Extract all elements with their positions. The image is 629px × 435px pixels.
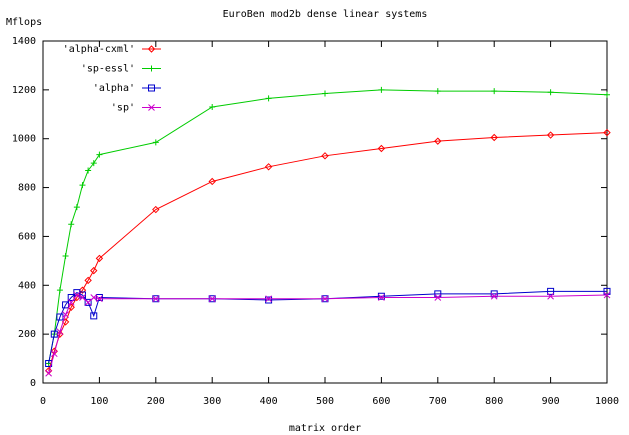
- chart-title: EuroBen mod2b dense linear systems: [223, 9, 428, 20]
- x-tick-label: 800: [485, 396, 503, 407]
- x-tick-label: 1000: [595, 396, 619, 407]
- data-point: [95, 254, 104, 263]
- data-point: [45, 359, 53, 367]
- y-tick-label: 1000: [12, 134, 36, 145]
- x-tick-label: 0: [40, 396, 46, 407]
- series-line: [48, 132, 608, 371]
- data-point: [321, 295, 329, 303]
- data-point: [90, 160, 97, 167]
- data-point: [56, 287, 63, 294]
- data-point: [62, 311, 69, 318]
- data-point: [96, 295, 103, 303]
- data-point: [265, 95, 272, 102]
- data-point: [321, 152, 329, 160]
- data-point: [96, 151, 103, 158]
- data-point: [434, 137, 442, 145]
- data-point: [490, 292, 498, 300]
- data-point: [84, 299, 92, 306]
- x-tick-label: 200: [147, 396, 165, 407]
- x-tick-label: 100: [90, 396, 108, 407]
- data-point: [378, 86, 385, 93]
- data-point: [79, 294, 86, 301]
- data-point: [73, 291, 81, 299]
- data-point: [152, 139, 159, 146]
- data-point: [604, 91, 610, 98]
- data-point: [377, 144, 386, 153]
- x-tick-label: 700: [429, 396, 447, 407]
- legend-marker: [148, 65, 155, 72]
- x-tick-label: 300: [203, 396, 221, 407]
- data-point: [264, 163, 273, 171]
- data-point: [491, 88, 498, 95]
- legend-marker: [148, 104, 155, 111]
- data-point: [208, 295, 216, 303]
- data-point: [62, 252, 69, 259]
- data-point: [434, 88, 441, 95]
- y-axis-label: Mflops: [6, 17, 42, 28]
- x-tick-label: 500: [316, 396, 334, 407]
- y-tick-label: 600: [18, 231, 36, 242]
- data-point: [84, 298, 92, 306]
- data-point: [208, 177, 216, 186]
- x-tick-label: 600: [372, 396, 390, 407]
- data-point: [90, 312, 98, 320]
- data-point: [547, 89, 554, 96]
- data-point: [209, 103, 216, 110]
- data-point: [78, 286, 87, 294]
- legend-label: 'alpha': [93, 83, 135, 94]
- data-point: [50, 350, 58, 358]
- data-point: [50, 330, 58, 338]
- data-point: [152, 295, 160, 303]
- y-tick-label: 1200: [12, 85, 36, 96]
- x-tick-label: 400: [260, 396, 278, 407]
- data-point: [603, 128, 611, 137]
- legend-label: 'sp-essl': [81, 64, 135, 75]
- y-tick-label: 200: [18, 329, 36, 340]
- data-point: [546, 131, 555, 139]
- y-tick-label: 0: [30, 378, 36, 389]
- x-axis-label: matrix order: [289, 423, 361, 434]
- y-tick-label: 800: [18, 183, 36, 194]
- data-point: [90, 294, 98, 301]
- data-point: [378, 294, 385, 301]
- data-point: [73, 204, 80, 211]
- data-point: [547, 287, 555, 295]
- legend-marker: [148, 84, 155, 92]
- data-point: [490, 133, 498, 142]
- data-point: [56, 313, 64, 321]
- data-point: [67, 299, 75, 306]
- y-tick-label: 400: [18, 280, 36, 291]
- data-point: [547, 292, 554, 300]
- data-point: [322, 90, 328, 97]
- data-point: [265, 295, 272, 303]
- data-point: [152, 205, 160, 214]
- data-point: [603, 291, 611, 299]
- data-point: [85, 167, 92, 174]
- x-tick-label: 900: [542, 396, 560, 407]
- data-point: [490, 290, 498, 298]
- data-point: [84, 276, 92, 285]
- legend-marker: [147, 45, 156, 53]
- series-line: [48, 290, 607, 364]
- data-point: [79, 182, 86, 189]
- data-point: [56, 328, 64, 336]
- legend-label: 'sp': [111, 103, 135, 114]
- data-point: [45, 369, 52, 377]
- data-point: [265, 296, 273, 304]
- data-point: [68, 221, 75, 228]
- data-point: [434, 294, 442, 301]
- data-point: [90, 266, 98, 275]
- y-tick-label: 1400: [12, 36, 36, 47]
- legend-label: 'alpha-cxml': [63, 44, 135, 55]
- data-point: [67, 294, 75, 301]
